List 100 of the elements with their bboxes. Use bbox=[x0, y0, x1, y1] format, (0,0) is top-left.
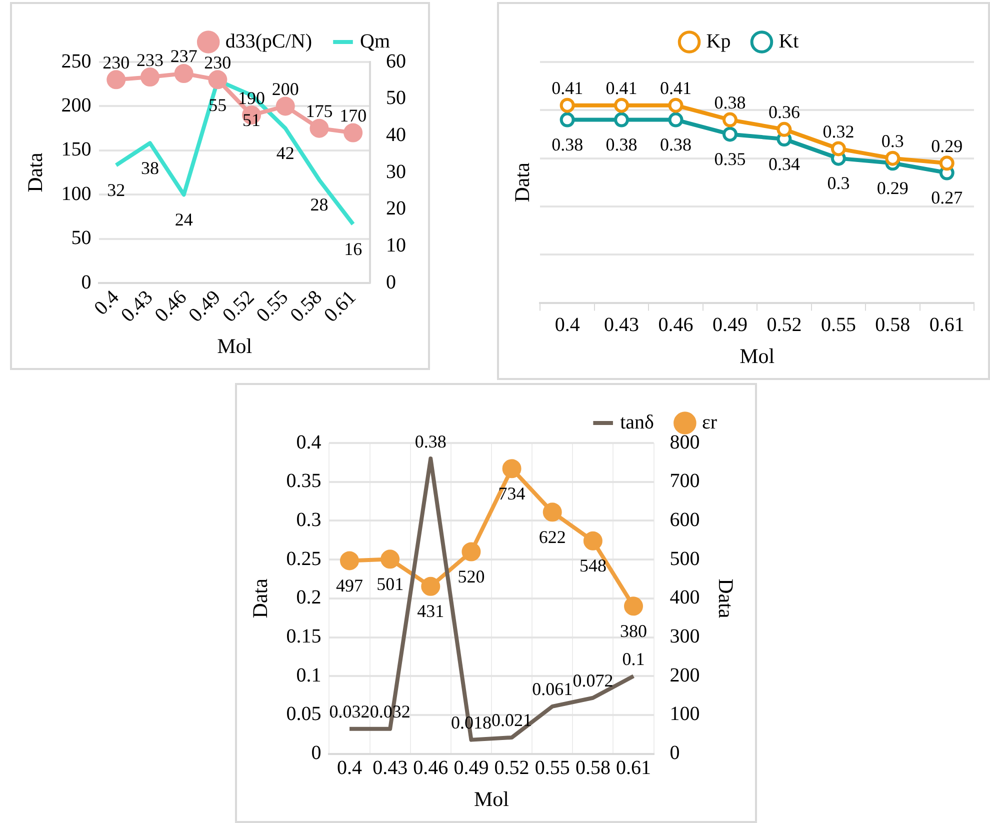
data-label: 0.41 bbox=[552, 78, 584, 98]
point bbox=[614, 112, 630, 128]
point bbox=[106, 70, 126, 90]
y2-axis-title: Data bbox=[714, 578, 738, 619]
x-tick-label: 0.49 bbox=[712, 314, 748, 336]
x-tick-label: 0.43 bbox=[372, 757, 408, 780]
point bbox=[140, 68, 160, 87]
y2-tick-label: 400 bbox=[670, 586, 700, 609]
y-tick-label: 0 bbox=[81, 271, 92, 294]
y-tick-label: 50 bbox=[71, 227, 92, 250]
legend-label: Qm bbox=[360, 30, 390, 52]
legend-label: εr bbox=[702, 411, 718, 434]
x-tick-label: 0.61 bbox=[929, 314, 964, 336]
y2-tick-label: 40 bbox=[386, 124, 406, 146]
data-label: 0.021 bbox=[492, 710, 532, 730]
data-label: 0.41 bbox=[606, 78, 638, 98]
y2-tick-label: 30 bbox=[386, 160, 406, 183]
data-label: 0.41 bbox=[660, 78, 692, 98]
point bbox=[462, 542, 481, 562]
data-label: 0.29 bbox=[876, 178, 908, 198]
y-tick-label: 250 bbox=[61, 50, 92, 72]
data-label: 0.032 bbox=[329, 702, 370, 722]
y-tick-label: 0.4 bbox=[296, 431, 322, 454]
data-label: 0.38 bbox=[660, 134, 692, 155]
y-tick-label: 150 bbox=[61, 138, 92, 161]
x-axis-title: Mol bbox=[474, 786, 510, 811]
point bbox=[560, 98, 575, 113]
data-label: 0.3 bbox=[827, 173, 850, 194]
point bbox=[421, 576, 440, 596]
x-tick-label: 0.46 bbox=[413, 757, 448, 780]
data-label: 501 bbox=[376, 574, 404, 594]
data-label: 51 bbox=[242, 110, 261, 130]
data-label: 734 bbox=[498, 483, 526, 504]
data-label: 0.38 bbox=[414, 431, 446, 452]
data-label: 0.36 bbox=[768, 102, 800, 122]
data-label: 233 bbox=[136, 50, 164, 70]
point bbox=[560, 112, 575, 128]
point bbox=[380, 550, 400, 569]
data-label: 230 bbox=[102, 52, 130, 72]
data-label: 175 bbox=[306, 101, 333, 122]
point bbox=[344, 123, 363, 142]
point bbox=[340, 551, 359, 570]
x-tick-label: 0.58 bbox=[575, 757, 610, 780]
data-label: 0.35 bbox=[714, 148, 746, 169]
data-label: 170 bbox=[340, 105, 367, 126]
x-tick-label: 0.49 bbox=[184, 286, 225, 327]
data-label: 0.38 bbox=[552, 134, 584, 155]
y2-tick-label: 60 bbox=[386, 50, 406, 72]
data-label: 0.1 bbox=[622, 648, 645, 669]
x-tick-label: 0.55 bbox=[820, 314, 856, 336]
point bbox=[885, 150, 900, 166]
point bbox=[668, 98, 684, 113]
point bbox=[208, 70, 228, 90]
data-label: 622 bbox=[538, 526, 566, 547]
legend-label: Kp bbox=[706, 30, 731, 52]
x-tick-label: 0.55 bbox=[534, 757, 570, 780]
y2-tick-label: 300 bbox=[670, 626, 700, 648]
data-label: 0.27 bbox=[931, 188, 963, 208]
point bbox=[722, 126, 738, 142]
point bbox=[614, 98, 630, 113]
y2-tick-label: 20 bbox=[386, 198, 406, 220]
y-tick-label: 200 bbox=[61, 94, 92, 116]
data-label: 38 bbox=[140, 158, 159, 178]
data-label: 0.29 bbox=[931, 136, 963, 156]
point bbox=[722, 112, 738, 128]
point bbox=[174, 64, 194, 83]
x-tick-label: 0.43 bbox=[604, 314, 640, 336]
data-label: 0.38 bbox=[606, 134, 638, 155]
data-label: 16 bbox=[344, 238, 362, 259]
data-label: 0.3 bbox=[881, 131, 904, 152]
y-tick-label: 0.05 bbox=[286, 703, 322, 726]
data-label: 520 bbox=[458, 566, 485, 587]
x-tick-label: 0.58 bbox=[875, 314, 910, 336]
data-label: 0.38 bbox=[714, 92, 746, 113]
x-tick-label: 0.4 bbox=[336, 757, 362, 780]
y-tick-label: 0.3 bbox=[296, 508, 322, 531]
data-label: 200 bbox=[272, 78, 299, 99]
x-axis-title: Mol bbox=[217, 334, 252, 358]
y-axis-title: Data bbox=[23, 152, 48, 192]
point bbox=[276, 96, 295, 116]
y-tick-label: 0 bbox=[311, 742, 322, 764]
point bbox=[939, 156, 954, 171]
point bbox=[502, 459, 522, 478]
y-tick-label: 0.35 bbox=[286, 470, 322, 492]
data-label: 0.061 bbox=[532, 679, 573, 700]
y-axis-title: Data bbox=[510, 162, 534, 202]
data-label: 237 bbox=[170, 46, 198, 66]
data-label: 497 bbox=[336, 575, 363, 596]
y2-tick-label: 0 bbox=[386, 271, 396, 294]
data-label: 42 bbox=[276, 143, 294, 164]
point bbox=[776, 122, 792, 137]
y-tick-label: 100 bbox=[61, 182, 92, 205]
point bbox=[583, 531, 602, 550]
y2-tick-label: 800 bbox=[670, 431, 700, 454]
data-label: 0.32 bbox=[822, 121, 854, 142]
x-axis-title: Mol bbox=[740, 344, 775, 368]
data-label: 230 bbox=[204, 52, 232, 72]
point bbox=[668, 112, 684, 128]
y2-tick-label: 10 bbox=[386, 234, 406, 256]
point bbox=[542, 502, 562, 522]
